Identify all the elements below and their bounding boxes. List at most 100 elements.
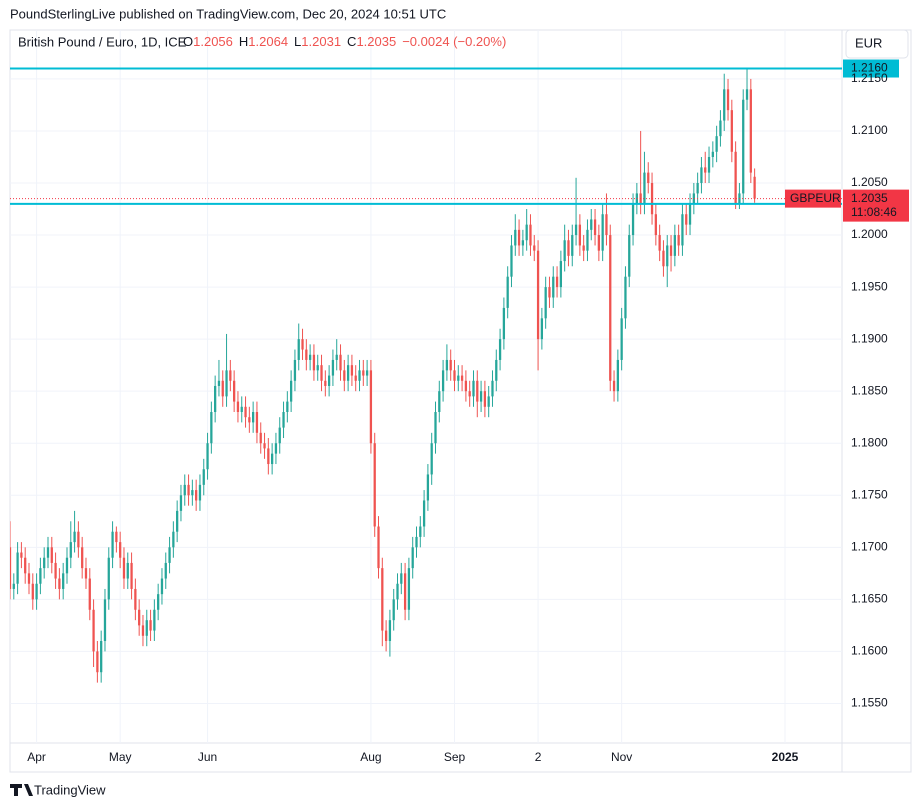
candle-body (745, 89, 749, 100)
candle-body (654, 214, 657, 236)
candle-body (677, 235, 680, 246)
candle-body (578, 224, 582, 246)
candle-body (73, 531, 76, 543)
publisher-note: PoundSterlingLive published on TradingVi… (10, 6, 446, 21)
candle-body (236, 401, 240, 413)
candle-body (373, 443, 376, 527)
candle-body (69, 542, 72, 558)
ohlc-part: 1.2035 (356, 34, 396, 49)
x-tick-label: Apr (27, 750, 46, 764)
currency-button[interactable] (845, 29, 909, 59)
candle-body (92, 609, 95, 652)
candle-body (381, 568, 384, 631)
candle-body (27, 573, 31, 584)
candle-body (130, 562, 133, 589)
candle-body (316, 365, 319, 371)
candle-body (692, 193, 695, 204)
x-tick-label: Sep (444, 750, 466, 764)
candle-body (628, 235, 631, 277)
symbol-label: GBPEUR (790, 191, 841, 205)
y-tick-label: 1.1850 (851, 383, 888, 397)
candle-body (673, 235, 676, 256)
candle-body (719, 120, 722, 137)
candle-body (700, 167, 703, 184)
candle-body (392, 599, 395, 621)
candle-body (54, 562, 57, 579)
candle-body (350, 365, 354, 376)
candle-body (160, 578, 164, 595)
x-tick-label: Aug (360, 750, 381, 764)
candle-body (274, 443, 278, 454)
candle-body (491, 380, 494, 397)
candle-body (229, 370, 232, 381)
candle-body (533, 245, 536, 251)
candle-body (407, 568, 411, 610)
candle-body (434, 412, 437, 444)
price-tag (843, 189, 909, 222)
candle-body (191, 490, 194, 496)
candle-body (263, 443, 266, 449)
candle-body (400, 573, 403, 584)
y-tick-label: 1.2150 (851, 71, 888, 85)
candle-body (605, 214, 608, 236)
candle-body (567, 240, 570, 256)
candle-body (688, 203, 692, 225)
candle-body (31, 583, 34, 600)
currency-label[interactable]: EUR (855, 35, 882, 50)
candle-body (468, 391, 471, 397)
candle-body (35, 583, 38, 600)
candle-body (384, 630, 388, 641)
candle-body (187, 484, 190, 496)
candle-body (217, 380, 221, 386)
candle-body (479, 391, 483, 402)
ohlc-part: 1.2064 (248, 34, 288, 49)
candle-body (586, 229, 589, 251)
candle-body (590, 219, 593, 230)
candle-body (111, 531, 114, 558)
candle-body (498, 339, 502, 360)
candle-body (730, 110, 733, 152)
x-tick-label: 2 (535, 750, 542, 764)
candle-body (346, 365, 350, 381)
candle-body (411, 547, 414, 569)
candle-body (472, 380, 475, 397)
candle-body (46, 547, 50, 558)
candle-body (286, 401, 289, 413)
y-tick-label: 1.1950 (851, 279, 888, 293)
candle-body (544, 287, 547, 319)
candle-body (726, 89, 730, 111)
candle-body (749, 89, 752, 173)
candle-body (65, 557, 69, 574)
candle-body (635, 193, 638, 204)
candle-body (168, 547, 171, 563)
candle-body (685, 214, 688, 225)
candle-body (563, 240, 566, 262)
candle-body (593, 219, 597, 236)
level-label: 1.2160 (851, 61, 888, 75)
candle-body (134, 588, 137, 610)
candle-body (88, 578, 91, 610)
candle-body (278, 427, 281, 444)
candle-body (601, 214, 604, 251)
candle-body (84, 568, 88, 579)
ohlc-part: O (183, 34, 193, 49)
candle-body (552, 276, 555, 298)
candles (10, 68, 756, 683)
candle-body (289, 380, 293, 402)
candle-body (221, 380, 224, 397)
candle-body (107, 557, 110, 600)
candle-body (172, 531, 175, 548)
candle-body (141, 625, 145, 636)
y-tick-label: 1.1900 (851, 331, 888, 345)
brand-logo (10, 784, 33, 796)
candle-body (206, 443, 209, 470)
candle-body (506, 276, 509, 308)
candle-body (715, 136, 718, 152)
candle-body (365, 370, 369, 376)
level-tag (843, 59, 899, 78)
candle-body (210, 412, 213, 444)
candle-body (179, 495, 183, 511)
candle-body (707, 156, 711, 173)
candle-body (176, 510, 179, 532)
candle-body (43, 557, 46, 569)
